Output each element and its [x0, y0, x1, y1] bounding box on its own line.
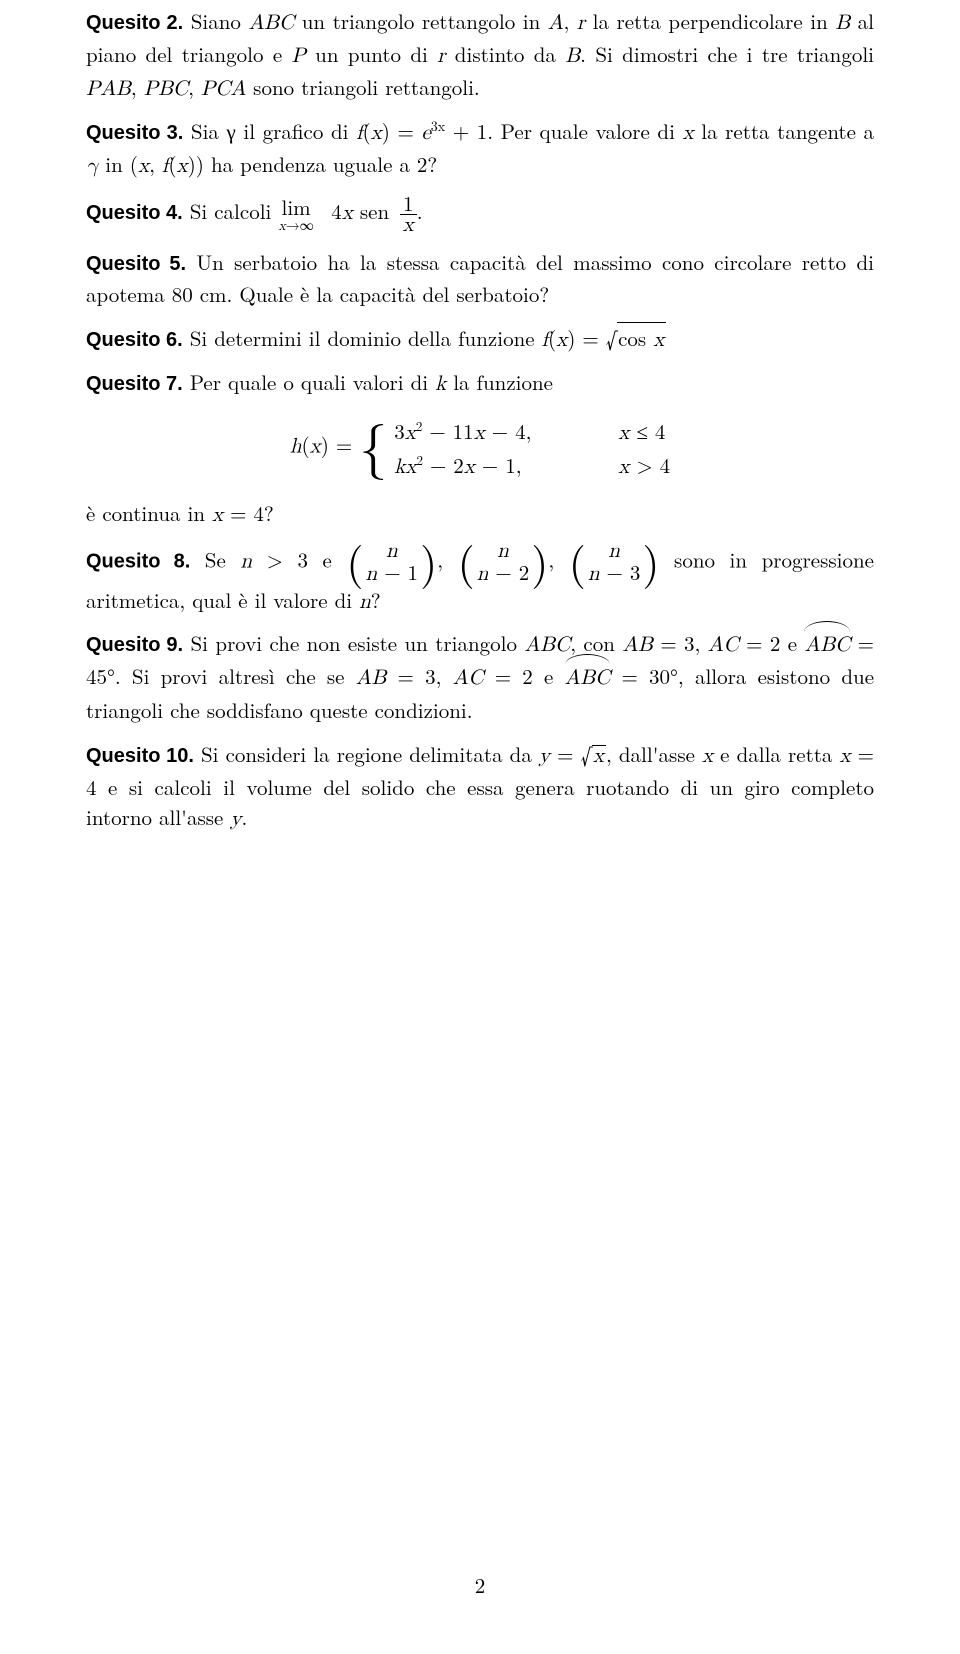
page: Quesito 2. Siano ABC un triangolo rettan…	[0, 0, 960, 1654]
page-number: 2	[0, 1570, 960, 1600]
limit-expr: lim x→∞	[278, 197, 313, 233]
quesito-5: Quesito 5. Un serbatoio ha la stessa cap…	[86, 247, 874, 309]
q3-pre: Sia γ il grafico di	[191, 116, 356, 146]
q10-label: Quesito 10.	[86, 745, 194, 767]
binom-2: nn − 2	[475, 541, 532, 585]
q4-dot: .	[417, 196, 423, 226]
sqrt-cosx: √cos x	[606, 319, 667, 356]
q6-label: Quesito 6.	[86, 329, 183, 351]
quesito-10: Quesito 10. Si consideri la regione deli…	[86, 735, 874, 836]
quesito-6: Quesito 6. Si determini il dominio della…	[86, 319, 874, 356]
q5-label: Quesito 5.	[86, 253, 186, 275]
q7-label: Quesito 7.	[86, 373, 183, 395]
frac-1-over-x: 1x	[400, 192, 417, 237]
frac-den: x	[400, 214, 417, 237]
angle-abc-2: ABC	[565, 661, 611, 694]
binom-1: nn − 1	[364, 541, 421, 585]
frac-num: 1	[400, 192, 417, 214]
quesito-4: Quesito 4. Si calcoli lim x→∞ 4x sen 1x.	[86, 192, 874, 237]
quesito-9: Quesito 9. Si provi che non esiste un tr…	[86, 628, 874, 725]
quesito-8: Quesito 8. Se n > 3 e (nn − 1), (nn − 2)…	[86, 541, 874, 618]
q2-label: Quesito 2.	[86, 12, 183, 34]
q3-plus: + 1	[445, 116, 487, 146]
q9-label: Quesito 9.	[86, 634, 183, 656]
quesito-3: Quesito 3. Sia γ il grafico di f(x) = e3…	[86, 116, 874, 182]
q6-pre: Si determini il dominio della funzione	[190, 323, 542, 353]
q4-label: Quesito 4.	[86, 202, 183, 224]
case1-lhs: 3x2 − 11x − 4,	[394, 416, 569, 446]
angle-abc-1: ABC	[804, 628, 850, 661]
case1-rhs: x ≤ 4	[576, 416, 665, 446]
quesito-7: Quesito 7. Per quale o quali valori di k…	[86, 367, 874, 400]
case2-lhs: kx2 − 2x − 1,	[394, 450, 569, 480]
sqrt-x: √x	[581, 735, 606, 772]
q3-label: Quesito 3.	[86, 122, 183, 144]
q4-pre: Si calcoli	[190, 196, 279, 226]
quesito-2: Quesito 2. Siano ABC un triangolo rettan…	[86, 6, 874, 106]
piecewise-h: h(x) = { 3x2 − 11x − 4, x ≤ 4 kx2 − 2x −…	[86, 414, 874, 482]
case2-rhs: x > 4	[576, 450, 670, 480]
binom-3: nn − 3	[586, 541, 643, 585]
q7-post: è continua in x = 4?	[86, 498, 874, 531]
q5-text: Un serbatoio ha la stessa capacità del m…	[86, 247, 874, 309]
lim-under: x→∞	[278, 218, 313, 233]
q3-exp: 3x	[431, 116, 445, 136]
q8-label: Quesito 8.	[86, 551, 190, 573]
